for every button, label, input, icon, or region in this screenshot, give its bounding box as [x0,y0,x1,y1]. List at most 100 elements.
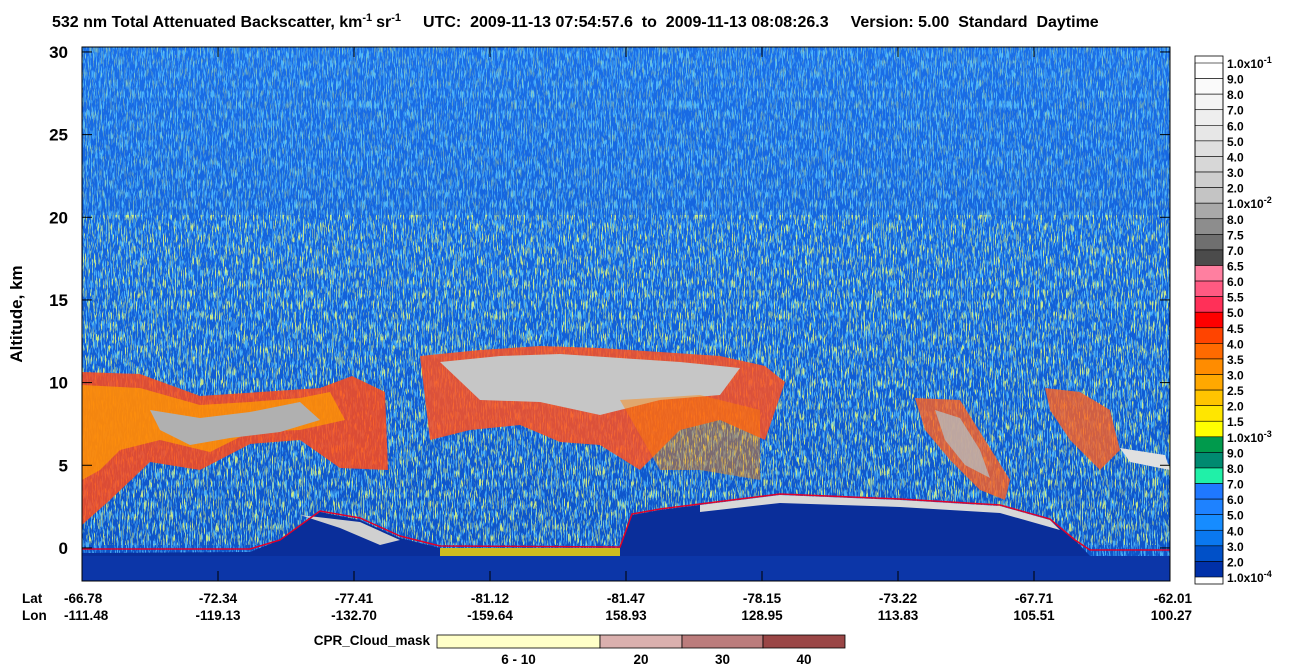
x-tick-label: -73.22 [879,591,917,606]
colorbar-label: 9.0 [1227,446,1244,460]
colorbar-frame [1194,55,1224,585]
colorbar-swatch [1194,171,1224,188]
title-unit: sr [376,14,391,31]
colorbar-swatch [1194,78,1224,95]
colorbar-label: 3.0 [1227,369,1244,383]
colorbar-label: 5.0 [1227,509,1244,523]
colorbar-swatch [1194,343,1224,360]
x-tick-label: 158.93 [605,608,647,623]
colorbar-label-exp: -2 [1264,195,1272,205]
colorbar-label: 2.0 [1227,182,1244,196]
x-tick-label: -159.64 [467,608,513,623]
colorbar-label: 6.0 [1227,493,1244,507]
cpr-legend: CPR_Cloud_mask 6 - 10 20 30 40 [314,633,846,667]
x-tick-label: -81.47 [607,591,645,606]
colorbar-swatch [1194,327,1224,344]
x-tick-label: -78.15 [743,591,782,606]
colorbar-label: 6.0 [1227,119,1244,133]
x-row-name: Lon [22,608,47,623]
cpr-swatch [599,634,683,649]
colorbar-label-exp: -1 [1264,55,1272,65]
colorbar-label-base: 1.0x10 [1227,57,1264,71]
colorbar-swatch [1194,218,1224,235]
colorbar-swatch [1194,545,1224,562]
cpr-label: 20 [633,652,648,667]
colorbar-swatch [1194,483,1224,500]
colorbar-swatch [1194,62,1224,79]
y-tick-label: 0 [59,539,68,558]
colorbar-swatch [1194,452,1224,469]
cpr-swatch [762,634,846,649]
x-tick-label: -81.12 [471,591,509,606]
colorbar-label: 2.0 [1227,555,1244,569]
chart-title: 532 nm Total Attenuated Backscatter, km-… [52,12,1099,31]
colorbar-swatch [1194,140,1224,157]
cpr-swatch [436,634,601,649]
colorbar-label: 5.0 [1227,135,1244,149]
title-exp: -1 [391,12,401,24]
colorbar-swatch [1194,561,1224,578]
x-tick-label: -111.48 [64,608,109,623]
colorbar-label: 4.5 [1227,322,1244,336]
cpr-label: 6 - 10 [501,652,536,667]
colorbar-swatch [1194,467,1224,484]
title-text: 532 nm Total Attenuated Backscatter, km [52,14,362,31]
colorbar-swatch [1194,125,1224,142]
colorbar-label: 9.0 [1227,73,1244,87]
colorbar-swatch [1194,93,1224,111]
colorbar-label: 7.0 [1227,478,1244,492]
cpr-label: 40 [796,652,811,667]
colorbar-label: 6.0 [1227,275,1244,289]
colorbar-swatch [1194,265,1224,282]
colorbar: 1.0x10-19.08.07.06.05.04.03.02.01.0x10-2… [1194,55,1272,585]
colorbar-label: 8.0 [1227,462,1244,476]
colorbar-label-exp: -3 [1264,429,1272,439]
title-version: Version: 5.00 Standard Daytime [851,14,1099,31]
colorbar-swatch [1194,249,1224,266]
colorbar-label: 1.5 [1227,415,1244,429]
colorbar-label: 6.5 [1227,259,1244,273]
colorbar-label-base: 1.0x10 [1227,197,1264,211]
colorbar-swatch [1194,156,1224,173]
x-tick-label: -77.41 [335,591,374,606]
colorbar-label: 1.0x10-3 [1227,429,1272,445]
colorbar-label: 1.0x10-2 [1227,195,1272,211]
x-tick-label: 100.27 [1151,608,1192,623]
colorbar-swatch [1194,202,1224,220]
colorbar-swatch [1194,514,1224,531]
y-tick-label: 10 [49,374,68,393]
y-tick-label: 5 [59,456,68,475]
colorbar-label: 3.0 [1227,166,1244,180]
y-tick-label: 30 [49,43,68,62]
x-row-name: Lat [22,591,43,606]
colorbar-label: 7.5 [1227,228,1244,242]
x-tick-label: -67.71 [1015,591,1054,606]
colorbar-swatch [1194,374,1224,391]
colorbar-swatch [1194,109,1224,126]
colorbar-swatch [1194,436,1224,453]
x-tick-label: -132.70 [331,608,377,623]
colorbar-swatch [1194,234,1224,251]
x-tick-label: -66.78 [64,591,103,606]
colorbar-swatch [1194,529,1224,547]
colorbar-swatch [1194,296,1224,313]
colorbar-label-base: 1.0x10 [1227,571,1264,585]
colorbar-label: 2.0 [1227,400,1244,414]
colorbar-swatch [1194,389,1224,406]
colorbar-label: 8.0 [1227,88,1244,102]
title-exp: -1 [362,12,372,24]
colorbar-label: 4.0 [1227,150,1244,164]
colorbar-label: 5.5 [1227,291,1244,305]
colorbar-label: 8.0 [1227,213,1244,227]
colorbar-label-exp: -4 [1264,569,1272,579]
x-tick-label: 113.83 [878,608,919,623]
title-utc: UTC: 2009-11-13 07:54:57.6 to 2009-11-13… [423,14,829,31]
colorbar-swatch [1194,187,1224,204]
colorbar-label: 7.0 [1227,104,1244,118]
colorbar-swatch [1194,420,1224,438]
colorbar-label: 1.0x10-4 [1227,569,1272,585]
colorbar-label: 3.0 [1227,540,1244,554]
colorbar-swatch [1194,358,1224,375]
colorbar-label: 4.0 [1227,524,1244,538]
x-tick-label: -72.34 [199,591,238,606]
